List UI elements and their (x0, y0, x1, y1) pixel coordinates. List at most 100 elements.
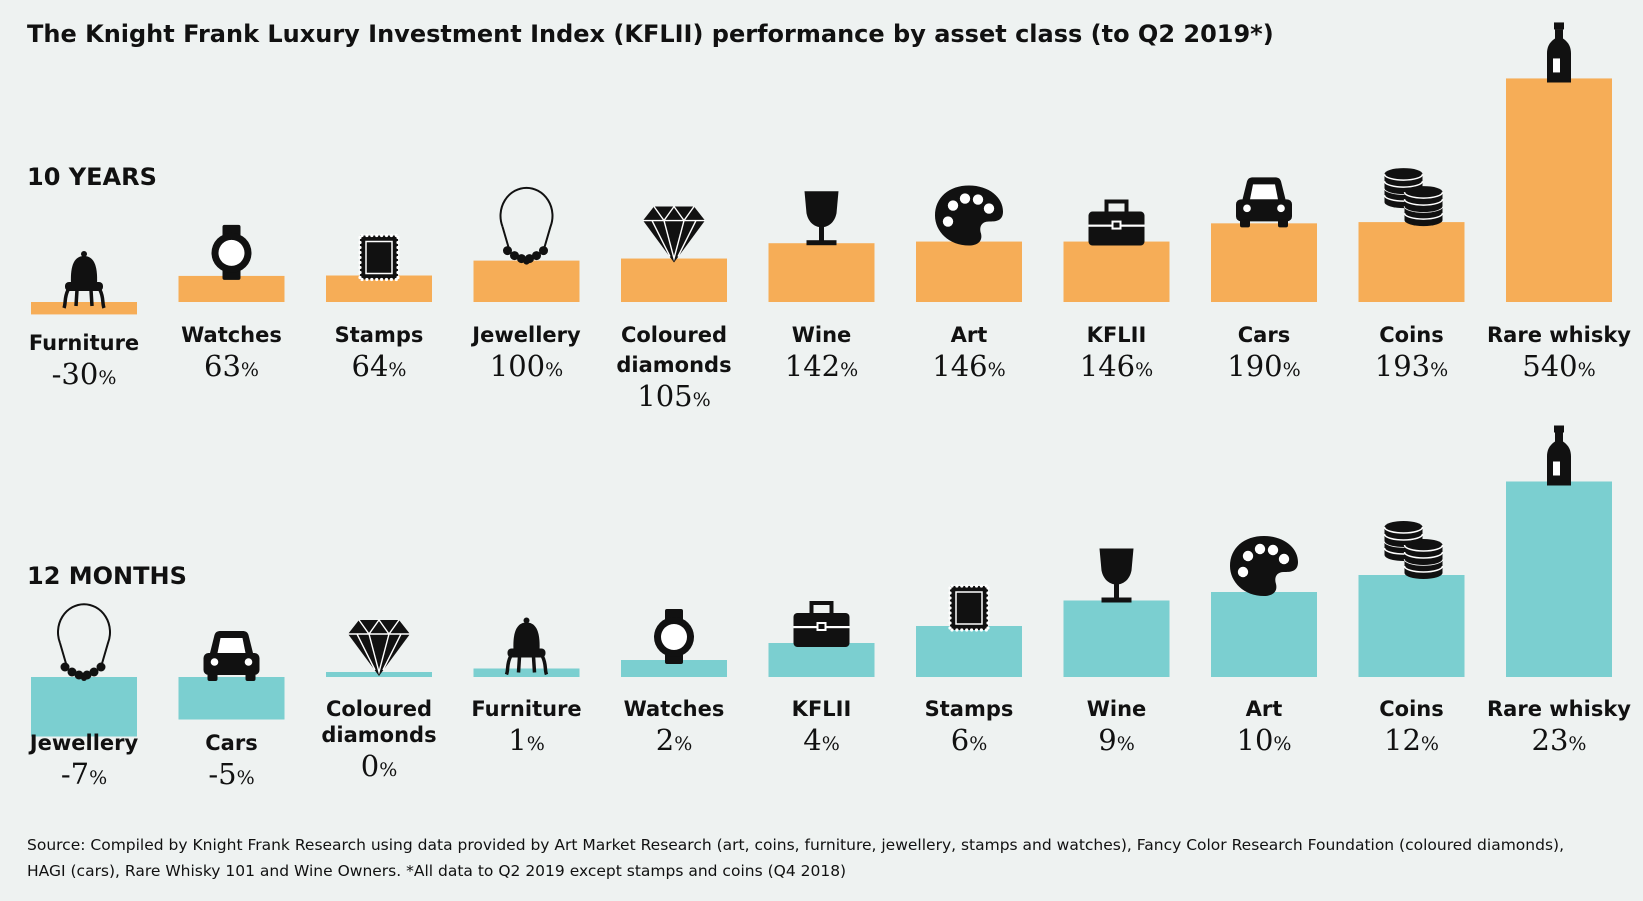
category-label: Stamps (335, 323, 424, 347)
panel-title-12-months: 12 MONTHS (27, 562, 187, 590)
bar (916, 626, 1022, 677)
category-label: Coins (1379, 697, 1444, 721)
category-label: KFLII (1087, 323, 1147, 347)
category-label: Rare whisky (1487, 697, 1631, 721)
bar (473, 668, 580, 677)
bar-group-0: Jewellery-7% (28, 603, 139, 791)
bar (1063, 241, 1170, 302)
value-label: 0% (361, 749, 398, 783)
category-label: KFLII (792, 697, 852, 721)
bar (768, 643, 875, 677)
bar (1358, 575, 1465, 677)
category-label: Watches (181, 323, 282, 347)
category-label: diamonds (616, 353, 731, 377)
value-label: 10% (1237, 723, 1292, 757)
bar (768, 243, 875, 302)
value-label: 64% (352, 349, 407, 383)
briefcase-icon (793, 601, 850, 647)
category-label: Wine (792, 323, 852, 347)
bar (916, 241, 1022, 302)
value-label: 142% (785, 349, 858, 383)
category-label: Furniture (471, 697, 581, 721)
coins-icon (1383, 521, 1444, 579)
category-label: Coloured (621, 323, 727, 347)
necklace-icon (57, 603, 111, 681)
coins-icon (1383, 168, 1444, 227)
category-label: Jewellery (28, 731, 139, 755)
value-label: 2% (656, 723, 693, 757)
bar (473, 260, 580, 302)
category-label: Stamps (925, 697, 1014, 721)
briefcase-icon (1088, 199, 1145, 246)
panel-title-10-years: 10 YEARS (27, 163, 157, 191)
bar (1063, 600, 1170, 677)
chart-title: The Knight Frank Luxury Investment Index… (27, 20, 1274, 48)
category-label: Coloured (326, 697, 432, 721)
wine-glass-icon (804, 191, 839, 246)
value-label: 540% (1522, 349, 1595, 383)
category-label: Rare whisky (1487, 323, 1631, 347)
bar (1211, 223, 1317, 302)
bar (31, 302, 137, 315)
car-icon (203, 631, 260, 681)
diamond-icon (643, 205, 705, 263)
bar (31, 677, 137, 737)
car-icon (1236, 177, 1292, 228)
category-label: Furniture (29, 331, 139, 355)
category-label: Wine (1087, 697, 1147, 721)
value-label: 4% (803, 723, 840, 757)
value-label: 105% (637, 379, 710, 413)
chair-icon (62, 251, 106, 309)
value-label: 1% (508, 723, 545, 757)
wine-glass-icon (1099, 548, 1134, 603)
value-label: 12% (1384, 723, 1439, 757)
value-label: 6% (951, 723, 988, 757)
value-label: -5% (208, 757, 254, 791)
category-label: Watches (624, 697, 725, 721)
value-label: 146% (1080, 349, 1153, 383)
category-label: Cars (205, 731, 257, 755)
bar (178, 677, 285, 720)
bar-group-0: Furniture-30% (29, 251, 139, 391)
palette-icon (935, 185, 1003, 246)
value-label: -7% (61, 757, 107, 791)
necklace-icon (499, 186, 554, 265)
watch-icon (654, 609, 694, 664)
category-label: Jewellery (470, 323, 581, 347)
bar (621, 258, 727, 302)
category-label: Cars (1238, 323, 1290, 347)
value-label: -30% (52, 357, 117, 391)
category-label: Art (951, 323, 988, 347)
value-label: 63% (204, 349, 259, 383)
category-label: diamonds (321, 723, 436, 747)
bar (326, 275, 432, 302)
chair-icon (504, 617, 549, 676)
category-label: Coins (1379, 323, 1444, 347)
value-label: 23% (1532, 723, 1587, 757)
category-label: Art (1246, 697, 1283, 721)
source-note-line-1: Source: Compiled by Knight Frank Researc… (27, 836, 1564, 854)
value-label: 193% (1375, 349, 1448, 383)
bar (621, 660, 727, 677)
diamond-icon (348, 618, 410, 676)
value-label: 190% (1227, 349, 1300, 383)
whisky-bottle-icon (1547, 22, 1571, 83)
